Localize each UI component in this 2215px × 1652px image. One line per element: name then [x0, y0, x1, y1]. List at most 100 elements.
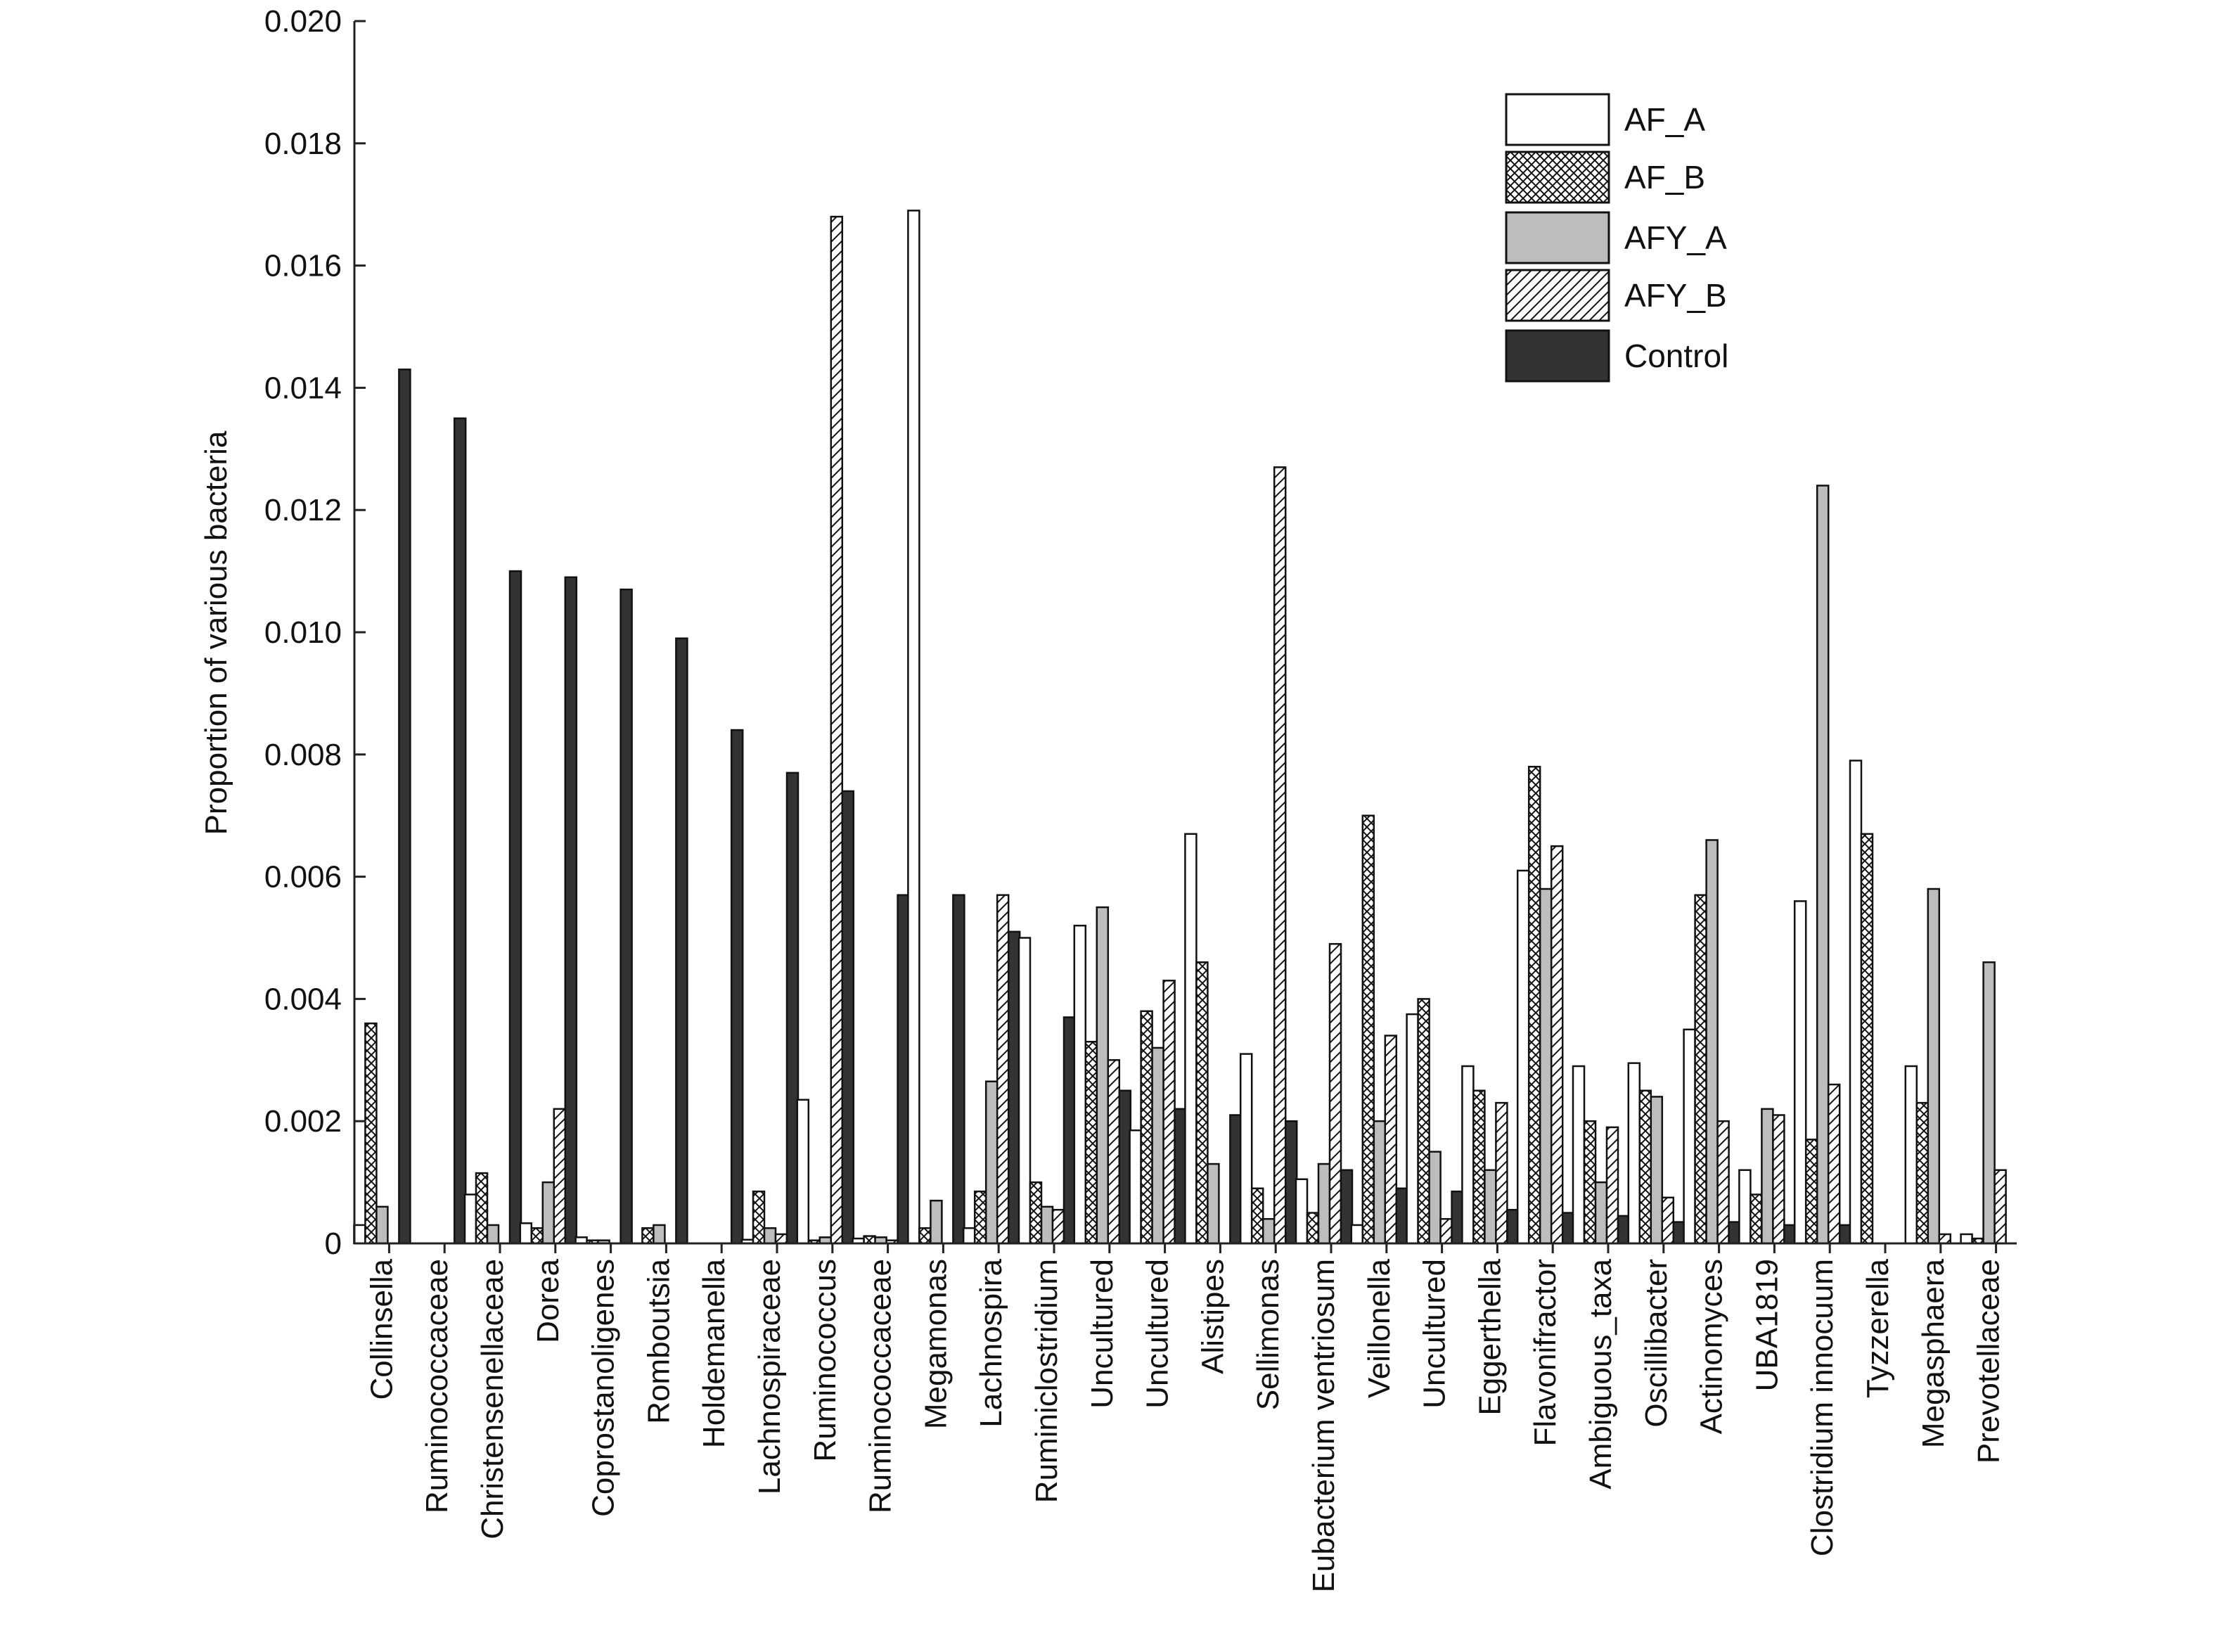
bar-afy-a	[1982, 961, 1996, 1245]
bar-afy-b	[553, 1108, 567, 1245]
y-tick-label: 0.004	[264, 982, 342, 1016]
x-axis: Collinsella Ruminococcaceae Christensenell…	[364, 1243, 2006, 1592]
bar-af-b	[1583, 1120, 1597, 1245]
bar-af-b	[1029, 1181, 1043, 1245]
bar-af-a	[1516, 869, 1530, 1245]
bar-af-b	[1749, 1193, 1763, 1245]
bar-af-b	[752, 1190, 766, 1245]
legend-label: AFY_A	[1624, 219, 1727, 256]
bar-afy-b	[1273, 466, 1287, 1245]
bar-afy-b	[774, 1233, 788, 1245]
x-tick-label: Veillonella	[1362, 1258, 1397, 1398]
y-tick-label: 0.012	[264, 493, 342, 527]
legend: AF_A AF_B AFY_A AFY_B Control	[1505, 93, 1728, 383]
bar-afy-a	[1096, 906, 1110, 1245]
y-tick-label: 0	[325, 1227, 342, 1261]
x-tick-label: Ruminiclostridium	[1029, 1259, 1064, 1503]
bar-afy-b	[1938, 1233, 1952, 1245]
bar-afy-a	[1317, 1163, 1331, 1245]
bar-af-a	[1239, 1053, 1253, 1245]
x-tick-label: Ruminococcaceae	[420, 1259, 454, 1513]
x-tick-label: Clostridium innocuum	[1805, 1259, 1840, 1556]
bar-af-a	[1738, 1169, 1752, 1245]
y-tick-label: 0.002	[264, 1104, 342, 1139]
bar-afy-b	[1495, 1101, 1508, 1245]
y-tick-label: 0.020	[264, 4, 342, 39]
bar-afy-b	[1994, 1169, 2007, 1245]
bar-afy-b	[1439, 1217, 1453, 1245]
bar-afy-a	[486, 1224, 500, 1245]
legend-label: AFY_B	[1624, 277, 1727, 314]
x-tick-label: Eggerthella	[1472, 1258, 1507, 1415]
x-tick-label: Lachnospira	[974, 1258, 1008, 1427]
y-tick-label: 0.016	[264, 249, 342, 283]
legend-swatch-af-a	[1505, 93, 1610, 146]
legend-swatch-af-b	[1505, 151, 1610, 204]
x-tick-label: Uncultured	[1085, 1259, 1119, 1409]
bar-af-a	[1683, 1028, 1696, 1245]
bar-af-b	[863, 1235, 876, 1245]
bar-afy-a	[1151, 1046, 1164, 1245]
bar-afy-b	[1107, 1059, 1121, 1245]
bar-af-a	[1793, 900, 1807, 1245]
x-tick-label: Holdemanella	[697, 1258, 731, 1448]
bar-af-b	[1140, 1010, 1153, 1245]
bar-af-a	[1129, 1129, 1142, 1245]
bar-control	[508, 570, 522, 1245]
bar-af-b	[641, 1227, 655, 1245]
bar-af-a	[1461, 1065, 1475, 1245]
bar-af-b	[1638, 1089, 1652, 1245]
bar-af-b	[364, 1022, 378, 1245]
bar-control	[398, 369, 411, 1245]
bar-af-b	[475, 1172, 489, 1245]
bar-control	[675, 637, 688, 1245]
bar-afy-b	[1328, 942, 1342, 1245]
bar-afy-b	[1827, 1083, 1841, 1245]
x-tick-label: UBA1819	[1749, 1259, 1784, 1391]
x-tick-label: Romboutsia	[641, 1258, 676, 1423]
bar-afy-a	[375, 1205, 389, 1245]
x-tick-label: Megamonas	[918, 1259, 953, 1429]
bar-afy-b	[1661, 1196, 1675, 1245]
bar-af-a	[353, 1224, 366, 1245]
bar-af-a	[796, 1099, 810, 1245]
bar-af-a	[1073, 924, 1087, 1245]
bar-afy-a	[984, 1080, 999, 1245]
x-tick-label: Flavonifractor	[1528, 1259, 1562, 1447]
x-tick-label: Ruminococcus	[808, 1259, 842, 1462]
legend-swatch-afy-b	[1505, 269, 1610, 322]
bar-afy-a	[1040, 1205, 1054, 1245]
x-tick-label: Ruminococcaceae	[863, 1259, 898, 1513]
bar-afy-a	[1428, 1151, 1442, 1245]
bar-af-b	[530, 1227, 544, 1245]
bar-afy-a	[930, 1199, 943, 1245]
bar-af-b	[1250, 1187, 1264, 1245]
bar-afy-a	[1927, 888, 1941, 1245]
bar-afy-a	[1261, 1217, 1276, 1245]
bar-control	[730, 729, 744, 1245]
bar-afy-a	[1539, 888, 1553, 1245]
x-tick-label: Christensenellaceae	[475, 1259, 510, 1539]
bar-afy-b	[830, 215, 844, 1245]
bar-af-a	[1849, 760, 1863, 1245]
bar-afy-b	[996, 894, 1010, 1245]
bar-af-a	[1295, 1178, 1309, 1245]
legend-swatch-afy-a	[1505, 211, 1610, 264]
bar-af-b	[973, 1190, 987, 1245]
x-tick-label: Ambiguous_taxa	[1584, 1258, 1618, 1489]
bar-af-b	[1694, 894, 1707, 1245]
x-tick-label: Uncultured	[1418, 1259, 1452, 1409]
y-tick-label: 0.018	[264, 127, 342, 161]
bar-af-b	[1195, 961, 1209, 1245]
bar-af-a	[1406, 1013, 1419, 1245]
bar-afy-b	[1605, 1126, 1619, 1245]
x-tick-label: Collinsella	[364, 1258, 399, 1400]
bar-af-a	[962, 1227, 976, 1245]
x-tick-label: Oscillibacter	[1639, 1259, 1674, 1428]
bar-afy-a	[1207, 1163, 1220, 1245]
y-tick-label: 0.008	[264, 738, 342, 772]
x-tick-label: Sellimonas	[1251, 1259, 1285, 1410]
bar-af-b	[1472, 1089, 1486, 1245]
bar-afy-b	[1550, 845, 1564, 1245]
